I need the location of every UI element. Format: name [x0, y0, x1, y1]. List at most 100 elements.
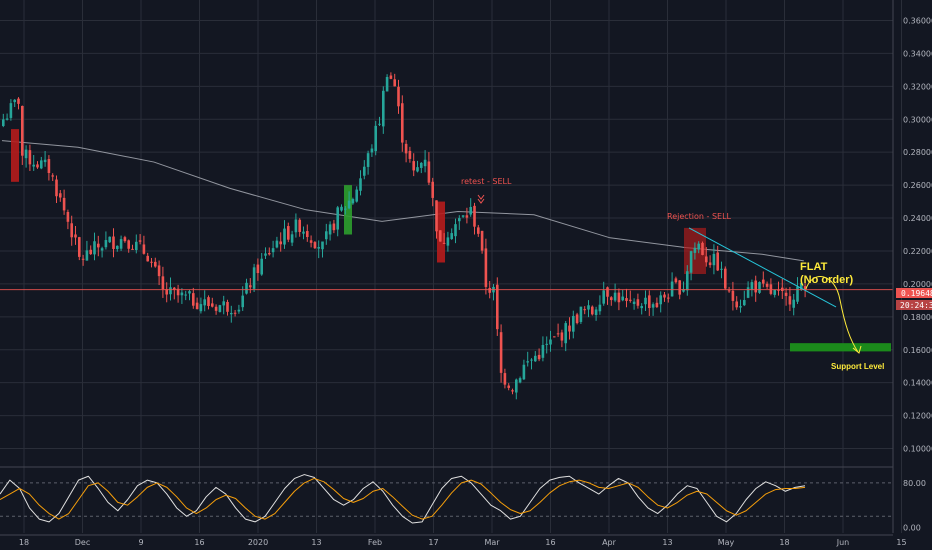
- candle: [431, 177, 434, 207]
- candle: [138, 234, 142, 245]
- candle: [97, 235, 100, 257]
- candle: [119, 235, 123, 251]
- no-order-label: (No order): [800, 274, 854, 286]
- candle: [150, 258, 153, 268]
- candle: [503, 368, 507, 389]
- candle: [363, 160, 366, 180]
- candle: [43, 151, 47, 167]
- candle: [290, 230, 294, 247]
- candle: [199, 297, 203, 314]
- candle: [515, 378, 518, 400]
- candle: [306, 224, 309, 242]
- candle: [192, 287, 195, 309]
- candle: [461, 215, 465, 219]
- grid-lines: [0, 0, 902, 533]
- candle: [55, 175, 58, 203]
- candle: [629, 290, 632, 303]
- candle: [534, 351, 537, 362]
- candle: [572, 310, 575, 339]
- candle: [268, 247, 271, 256]
- candle: [93, 232, 96, 261]
- candle: [47, 155, 51, 181]
- candle: [313, 241, 317, 250]
- candle: [416, 160, 419, 173]
- candle: [598, 295, 602, 315]
- candle: [632, 298, 636, 310]
- candle: [5, 113, 9, 121]
- candle: [184, 290, 187, 301]
- candle: [640, 303, 643, 315]
- candlestick-series: [2, 72, 807, 400]
- candle: [374, 120, 377, 156]
- candle: [85, 240, 89, 261]
- candle: [735, 296, 738, 310]
- candle: [271, 240, 275, 258]
- candle: [279, 232, 282, 252]
- candle: [788, 287, 792, 311]
- candle: [135, 234, 138, 254]
- candle: [689, 250, 693, 281]
- candle: [762, 271, 765, 288]
- candle: [180, 288, 184, 304]
- candle: [541, 336, 545, 362]
- candle: [249, 278, 252, 294]
- candle: [378, 116, 381, 126]
- candle: [750, 279, 754, 297]
- candle: [792, 293, 795, 316]
- candle: [332, 219, 336, 234]
- candle: [260, 252, 263, 276]
- candle: [743, 290, 746, 307]
- candle: [560, 329, 564, 348]
- candle: [154, 257, 157, 268]
- candle: [427, 152, 431, 186]
- candle: [667, 293, 670, 303]
- candle: [777, 281, 780, 296]
- candle: [651, 302, 655, 316]
- candle: [545, 336, 548, 354]
- candle: [325, 223, 328, 245]
- candle: [385, 74, 389, 92]
- x-tick-label: 2020: [248, 538, 268, 547]
- candle: [108, 236, 111, 244]
- candle: [724, 266, 727, 290]
- candle: [583, 306, 586, 315]
- candle: [9, 99, 13, 121]
- candle: [298, 218, 301, 237]
- candle: [59, 190, 62, 202]
- candle: [21, 105, 24, 165]
- candle: [423, 150, 427, 173]
- candle: [347, 191, 351, 210]
- candle: [587, 300, 590, 318]
- candle: [682, 281, 685, 293]
- candle: [188, 289, 191, 301]
- candle: [401, 95, 404, 152]
- candle: [245, 278, 248, 295]
- candle: [765, 281, 769, 290]
- candle: [40, 156, 43, 170]
- candle: [769, 278, 773, 296]
- retest-marker-icon: [477, 194, 485, 204]
- candle: [549, 330, 552, 352]
- candle: [252, 263, 256, 292]
- current-price-value: 0.19648: [901, 289, 932, 298]
- candle: [256, 258, 260, 281]
- current-price-badge: [896, 288, 932, 298]
- x-tick-label: 16: [545, 538, 555, 547]
- candle: [359, 170, 362, 196]
- candle: [758, 281, 761, 294]
- candle: [408, 146, 412, 163]
- candle: [127, 239, 130, 253]
- candle: [309, 235, 313, 248]
- x-tick-label: Dec: [75, 538, 90, 547]
- candle: [226, 299, 229, 316]
- candle: [355, 186, 358, 203]
- candle: [207, 295, 210, 310]
- candle: [211, 297, 214, 308]
- candle: [2, 113, 5, 128]
- candle: [708, 255, 712, 268]
